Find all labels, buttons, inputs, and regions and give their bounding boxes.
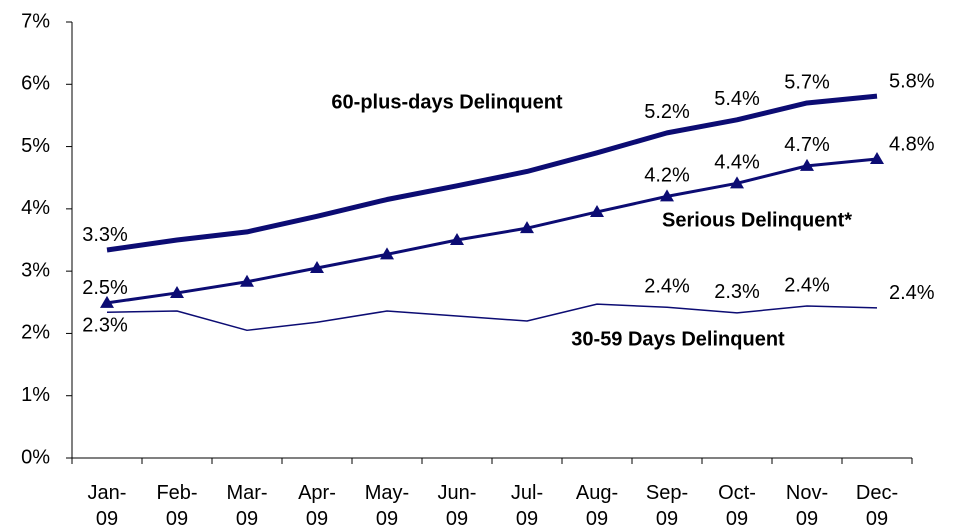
series-name: 60-plus-days Delinquent: [331, 91, 562, 113]
value-label: 4.8%: [889, 133, 935, 155]
value-label: 2.3%: [714, 281, 760, 303]
x-tick-label: Aug-09: [576, 482, 618, 530]
series-line: [106, 157, 878, 305]
x-tick-label: Jun-09: [438, 482, 477, 530]
marker: [870, 152, 884, 165]
marker: [590, 204, 604, 217]
x-tick-label: May-09: [365, 482, 409, 530]
value-label: 4.2%: [644, 165, 690, 187]
series-line: [106, 93, 878, 253]
y-tick-label: 1%: [21, 384, 50, 406]
value-label: 4.4%: [714, 152, 760, 174]
x-tick-label: Oct-09: [718, 482, 756, 530]
value-label: 2.4%: [889, 282, 935, 304]
x-tick-label: Dec-09: [856, 482, 898, 530]
x-tick-label: Nov-09: [786, 482, 828, 530]
series-name: 30-59 Days Delinquent: [571, 328, 785, 350]
value-label: 5.7%: [784, 71, 830, 93]
y-tick-label: 6%: [21, 73, 50, 95]
marker: [170, 285, 184, 298]
value-label: 4.7%: [784, 134, 830, 156]
y-tick-label: 3%: [21, 259, 50, 281]
y-tick-label: 5%: [21, 135, 50, 157]
x-tick-label: Apr-09: [298, 482, 336, 530]
y-tick-label: 4%: [21, 197, 50, 219]
marker: [800, 158, 814, 171]
y-tick-label: 0%: [21, 446, 50, 468]
x-tick-label: Jul-09: [511, 482, 543, 530]
marker: [310, 261, 324, 274]
x-tick-label: Jan-09: [88, 482, 127, 530]
series-line: [106, 303, 878, 332]
x-tick-label: Mar-09: [226, 482, 267, 530]
x-tick-label: Feb-09: [156, 482, 197, 530]
x-tick-label: Sep-09: [646, 482, 688, 530]
value-label: 5.4%: [714, 88, 760, 110]
value-label: 5.2%: [644, 101, 690, 123]
marker: [520, 221, 534, 234]
value-label: 5.8%: [889, 70, 935, 92]
value-label: 2.3%: [82, 315, 128, 337]
marker: [450, 233, 464, 245]
y-tick-label: 7%: [21, 10, 50, 32]
value-label: 3.3%: [82, 224, 128, 246]
marker: [730, 176, 744, 189]
marker: [240, 274, 254, 287]
value-label: 2.4%: [644, 276, 690, 298]
value-label: 2.5%: [82, 277, 128, 299]
marker: [660, 189, 674, 202]
value-label: 2.4%: [784, 274, 830, 296]
y-tick-label: 2%: [21, 322, 50, 344]
marker: [380, 247, 394, 260]
marker: [100, 295, 114, 308]
series-name: Serious Delinquent*: [662, 209, 852, 231]
